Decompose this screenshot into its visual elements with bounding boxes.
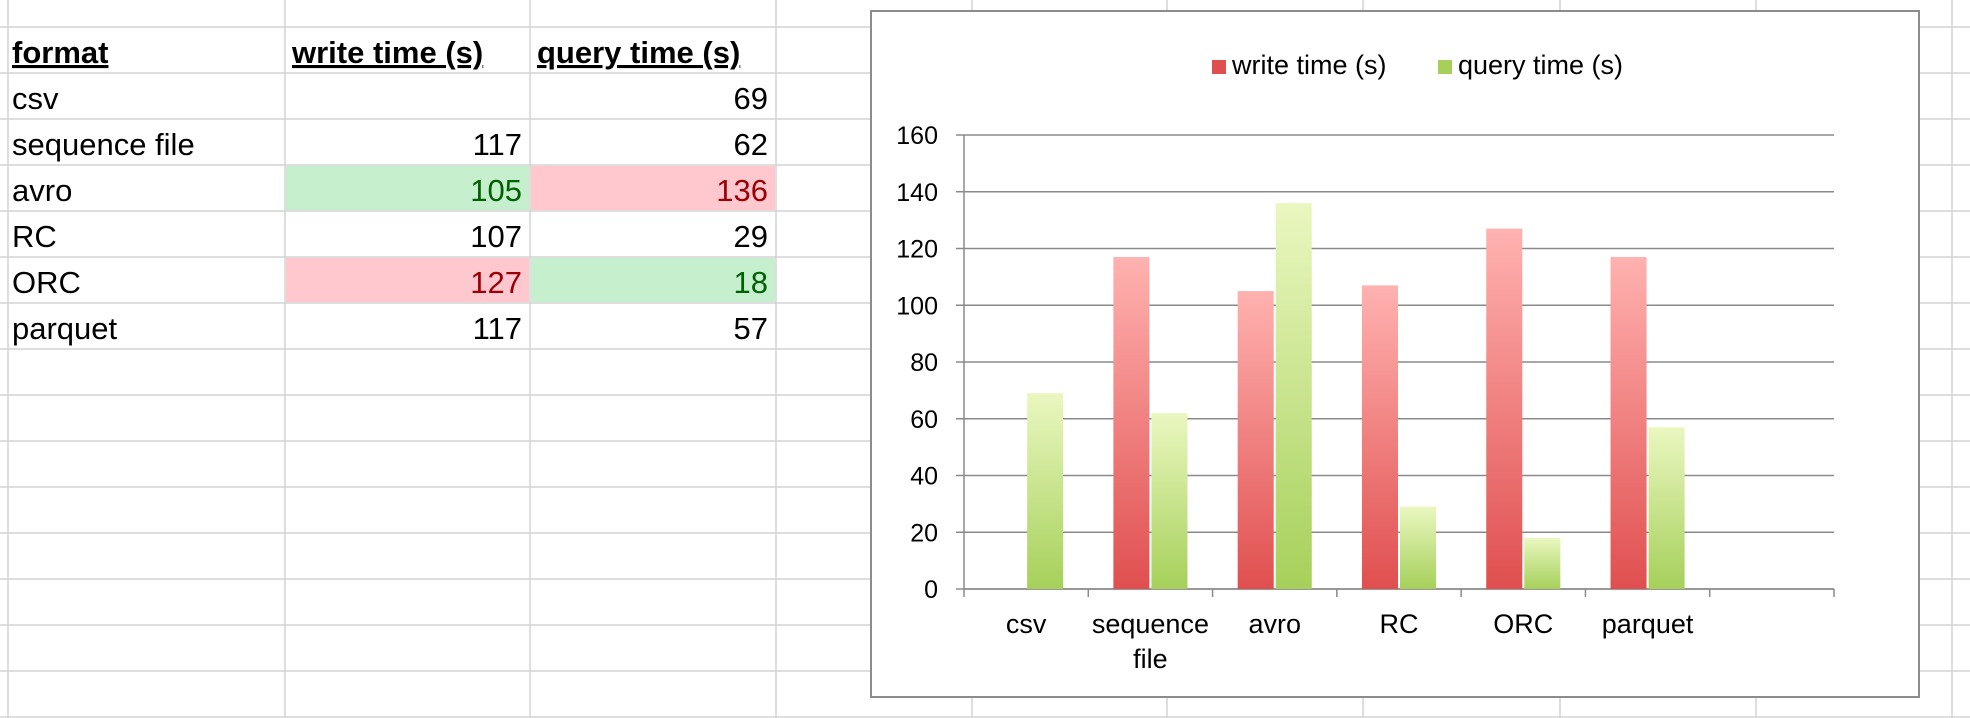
bar-query-rc[interactable] (1400, 506, 1437, 589)
x-category-label: file (1133, 644, 1168, 674)
y-tick-label: 100 (896, 292, 938, 320)
table-cell-write[interactable]: 105 (470, 173, 522, 208)
legend-swatch-query (1438, 60, 1452, 74)
bar-write-rc[interactable] (1361, 285, 1398, 589)
bar-write-sequence-file[interactable] (1113, 257, 1150, 589)
bar-query-avro[interactable] (1275, 203, 1312, 589)
y-tick-label: 120 (896, 236, 938, 264)
cell-highlight (531, 166, 775, 210)
table-cell-query[interactable]: 57 (734, 311, 768, 346)
x-category-label: ORC (1493, 609, 1553, 639)
y-tick-label: 160 (896, 122, 938, 150)
table-cell-format[interactable]: ORC (12, 265, 81, 300)
table-header-cell[interactable]: write time (s) (291, 35, 483, 70)
x-category-label: RC (1380, 609, 1419, 639)
bar-write-orc[interactable] (1486, 228, 1523, 589)
y-tick-label: 60 (910, 406, 938, 434)
bar-write-avro[interactable] (1237, 291, 1274, 589)
bar-write-parquet[interactable] (1610, 257, 1647, 589)
bar-query-orc[interactable] (1524, 537, 1561, 589)
table-header-cell[interactable]: format (12, 35, 108, 70)
table-cell-write[interactable]: 107 (470, 219, 522, 254)
table-cell-query[interactable]: 29 (734, 219, 768, 254)
legend-swatch-write (1212, 60, 1226, 74)
table-cell-query[interactable]: 18 (734, 265, 768, 300)
y-tick-label: 20 (910, 519, 938, 547)
x-category-label: parquet (1602, 609, 1694, 639)
bar-query-csv[interactable] (1027, 393, 1064, 589)
y-tick-label: 140 (896, 179, 938, 207)
cell-highlight (286, 166, 529, 210)
table-header-cell[interactable]: query time (s) (537, 35, 740, 70)
x-category-label: csv (1006, 609, 1047, 639)
legend-label-write: write time (s) (1231, 50, 1387, 80)
table-cell-format[interactable]: parquet (12, 311, 118, 346)
bar-query-sequence-file[interactable] (1151, 413, 1188, 589)
table-cell-query[interactable]: 69 (734, 81, 768, 116)
x-category-label: avro (1248, 609, 1301, 639)
y-tick-label: 40 (910, 463, 938, 491)
table-cell-query[interactable]: 136 (716, 173, 768, 208)
table-cell-write[interactable]: 117 (473, 127, 522, 162)
x-category-label: sequence (1092, 609, 1209, 639)
cell-highlight (531, 258, 775, 302)
table-cell-write[interactable]: 117 (473, 311, 522, 346)
bar-chart: 0 20 40 60 80 100 120 140 160 csv sequence file avro… (896, 50, 1835, 674)
table-cell-format[interactable]: sequence file (12, 127, 195, 162)
table-cell-format[interactable]: csv (12, 81, 59, 116)
cell-highlight (286, 258, 529, 302)
table-cell-format[interactable]: avro (12, 173, 72, 208)
y-tick-label: 0 (924, 576, 938, 604)
table-cell-format[interactable]: RC (12, 219, 57, 254)
table-cell-write[interactable]: 127 (470, 265, 522, 300)
table-cell-query[interactable]: 62 (734, 127, 768, 162)
chart-container[interactable]: 0 20 40 60 80 100 120 140 160 csv sequence file avro… (870, 10, 1920, 698)
legend-label-query: query time (s) (1458, 50, 1623, 80)
y-tick-label: 80 (910, 349, 938, 377)
bar-query-parquet[interactable] (1648, 427, 1685, 589)
